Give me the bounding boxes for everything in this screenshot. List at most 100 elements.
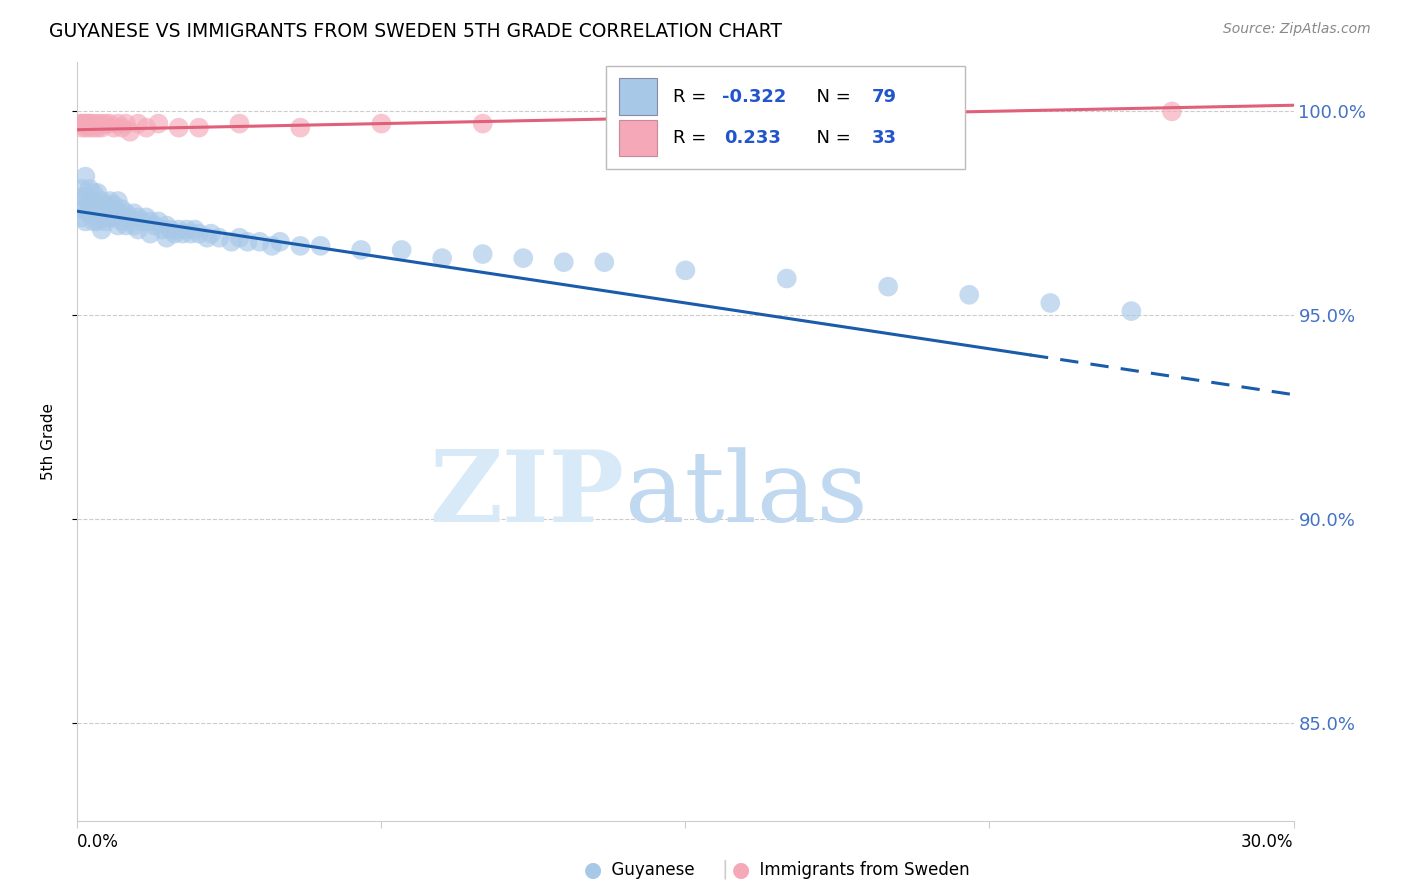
Point [152,222,174,236]
Point [127,222,149,236]
Point [135,211,157,225]
Point [90,117,112,131]
Point [90,222,112,236]
Point [115,219,138,233]
Point [90,194,112,208]
Point [111,202,134,217]
Point [139,227,162,241]
Point [70,117,93,131]
Point [107,206,129,220]
Point [471,247,494,261]
Point [221,235,243,249]
Point [94,214,117,228]
Point [249,235,271,249]
Point [98,211,121,225]
Point [1161,104,1184,119]
FancyBboxPatch shape [619,120,658,156]
Point [83,186,105,200]
Point [143,219,166,233]
Point [512,251,534,265]
Text: Guyanese: Guyanese [602,861,695,879]
Point [135,120,157,135]
Point [94,198,117,212]
Point [269,235,291,249]
Point [118,125,141,139]
Point [471,117,494,131]
Text: |: | [721,860,728,880]
Point [70,182,93,196]
FancyBboxPatch shape [619,78,658,115]
Text: R =: R = [673,129,718,147]
Point [103,198,125,212]
Point [103,211,125,225]
Text: ZIP: ZIP [430,446,624,543]
Point [200,227,222,241]
Point [163,227,186,241]
Point [79,194,101,208]
Point [83,214,105,228]
Point [228,231,250,245]
Point [98,194,121,208]
Text: atlas: atlas [624,447,868,542]
Point [75,190,97,204]
Point [593,255,616,269]
Point [115,117,138,131]
Point [86,120,108,135]
Point [86,117,108,131]
Text: 79: 79 [872,87,897,105]
Point [75,169,97,184]
Point [70,120,93,135]
Point [184,222,207,236]
Point [86,214,108,228]
Point [83,198,105,212]
Point [79,206,101,220]
Point [155,219,177,233]
Point [1039,296,1062,310]
Point [86,186,108,200]
Text: N =: N = [804,129,856,147]
Text: Source: ZipAtlas.com: Source: ZipAtlas.com [1223,22,1371,37]
Point [675,263,697,277]
Point [159,222,181,236]
Point [79,182,101,196]
Point [172,227,194,241]
Point [139,214,162,228]
Point [111,214,134,228]
Point [877,279,900,293]
Text: 30.0%: 30.0% [1241,833,1294,851]
Point [79,117,101,131]
Point [107,194,129,208]
Point [776,271,799,285]
Point [107,117,129,131]
Point [70,202,93,217]
Point [228,117,250,131]
Point [111,120,134,135]
Point [70,117,93,131]
Text: 0.233: 0.233 [724,129,782,147]
Text: GUYANESE VS IMMIGRANTS FROM SWEDEN 5TH GRADE CORRELATION CHART: GUYANESE VS IMMIGRANTS FROM SWEDEN 5TH G… [49,22,782,41]
Point [167,120,190,135]
Point [94,117,117,131]
Text: 0.0%: 0.0% [77,833,120,851]
Point [75,117,97,131]
Point [118,211,141,225]
Point [90,120,112,135]
Point [155,231,177,245]
Point [391,243,413,257]
Point [176,222,198,236]
Point [1121,304,1143,318]
Point [195,231,218,245]
Point [208,231,231,245]
Point [290,120,312,135]
Point [148,214,170,228]
Point [370,117,392,131]
Point [75,120,97,135]
Point [236,235,259,249]
Point [103,120,125,135]
Text: R =: R = [673,87,713,105]
Text: ●: ● [733,860,749,880]
Point [75,117,97,131]
Point [260,239,283,253]
Point [675,120,697,135]
Text: N =: N = [804,87,856,105]
